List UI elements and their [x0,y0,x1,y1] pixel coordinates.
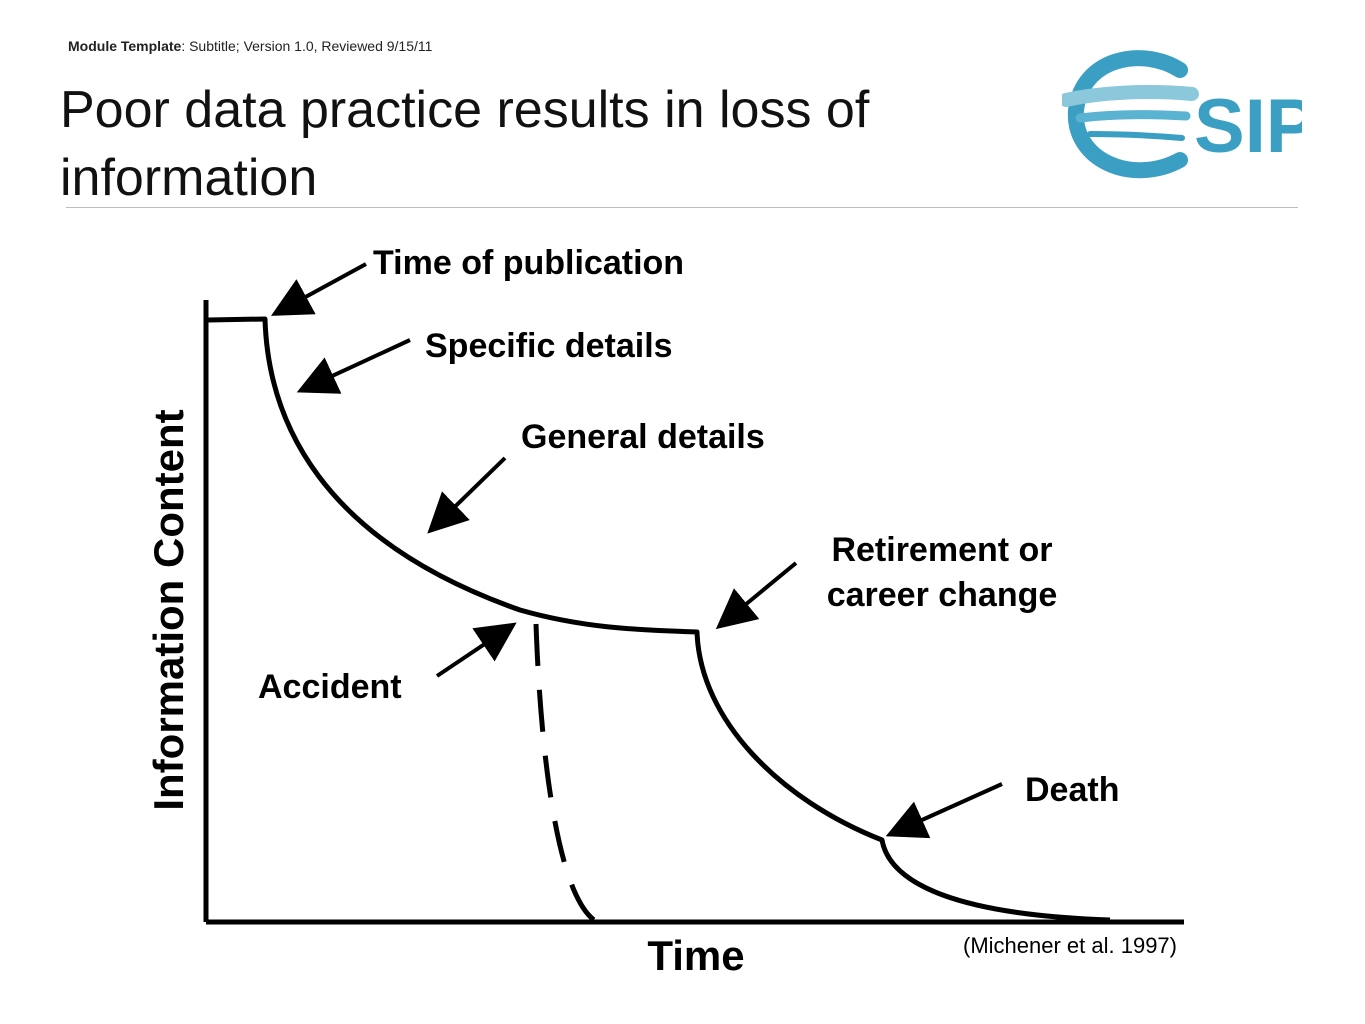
arrow-retirement [715,561,798,630]
label-retirement-line-1: Retirement or [831,531,1052,569]
label-accident: Accident [258,668,402,706]
label-specific-details: Specific details [425,327,673,365]
module-template-line: Module Template: Subtitle; Version 1.0, … [68,38,432,54]
title-line-1: Poor data practice results in loss of [60,81,870,139]
module-details: : Subtitle; Version 1.0, Reviewed 9/15/1… [181,38,433,54]
logo-swoosh-1 [1062,85,1199,107]
arrow-death [885,782,1003,839]
esip-logo: SIP [1062,50,1302,179]
label-death: Death [1025,771,1119,809]
label-time-of-publication: Time of publication [373,244,684,282]
arrow-accident [435,622,517,678]
arrow-general-details [427,456,507,534]
accident-dashed-curve [533,623,596,922]
citation: (Michener et al. 1997) [963,933,1177,958]
arrow-specific-details [296,338,411,394]
module-label: Module Template [68,38,182,54]
logo-arc [1067,50,1188,179]
logo-swoosh-2 [1075,110,1191,123]
slide-title: Poor data practice results in loss of in… [60,76,1020,212]
y-axis-label: Information Content [145,409,192,810]
logo-text: SIP [1194,84,1302,169]
label-general-details: General details [521,418,765,456]
arrow-time-of-publication [270,262,367,316]
title-divider [66,207,1298,208]
logo-swoosh-3 [1087,131,1185,141]
information-content-curve [207,316,1111,923]
title-line-2: information [60,149,318,207]
x-axis-label: Time [647,932,744,979]
label-retirement-line-2: career change [827,576,1058,614]
